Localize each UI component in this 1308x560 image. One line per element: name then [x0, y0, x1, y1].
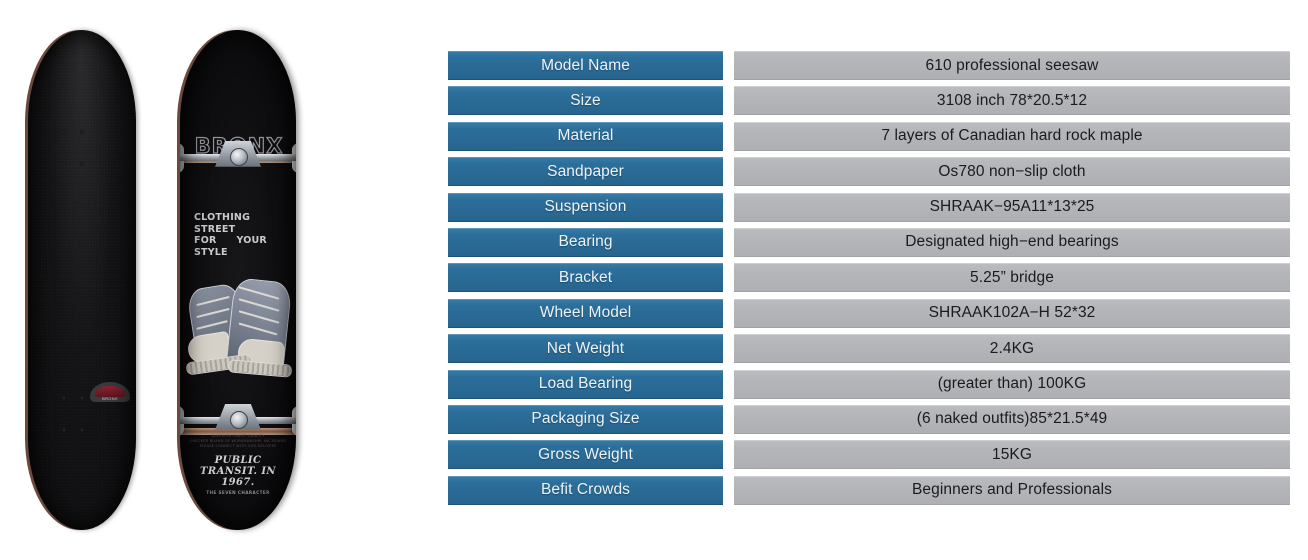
spec-value-cell: Beginners and Professionals — [734, 475, 1290, 505]
spec-value-cell: 610 professional seesaw — [734, 51, 1290, 80]
sneaker-illustration — [185, 277, 293, 390]
spec-column-gap — [723, 476, 734, 505]
mount-hole — [62, 396, 66, 400]
deck-veneer-stripe — [180, 428, 296, 435]
spec-value-cell: 2.4KG — [734, 334, 1290, 364]
spec-label-cell: Wheel Model — [448, 298, 723, 328]
spec-row: Material 7 layers of Canadian hard rock m… — [448, 121, 1290, 151]
spec-column-gap — [723, 228, 734, 257]
spec-column-gap — [723, 299, 734, 328]
griptape-texture — [28, 30, 136, 530]
spec-row: Sandpaper Os780 non−slip cloth — [448, 157, 1290, 187]
mount-hole — [80, 396, 84, 400]
griptape-brand-logo-icon: BRONX — [90, 382, 130, 402]
truck-kingpin — [230, 148, 248, 166]
truck-assembly-rear — [180, 398, 296, 444]
spec-row: Bracket 5.25” bridge — [448, 263, 1290, 293]
spec-label-cell: Suspension — [448, 192, 723, 222]
deck-transit-subtitle: THE SEVEN CHARACTER — [206, 489, 270, 495]
spec-label-cell: Bearing — [448, 227, 723, 257]
deck-fine-print-line2: CHECKER BOARD OF WORKMANSHIP, INC.BOARD — [189, 439, 287, 444]
deck-tagline-for: FOR — [194, 235, 217, 246]
truck-assembly-front — [180, 135, 296, 181]
spec-label-cell: Model Name — [448, 51, 723, 80]
spec-column-gap — [723, 51, 734, 80]
spec-value-cell: 7 layers of Canadian hard rock maple — [734, 121, 1290, 151]
spec-row: Befit Crowds Beginners and Professionals — [448, 475, 1290, 505]
spec-label-cell: Befit Crowds — [448, 475, 723, 505]
spec-column-gap — [723, 440, 734, 469]
deck-fine-print-line1: SUPERIOR FINEST QUALITY — [211, 434, 265, 438]
spec-row: Suspension SHRAAK−95A11*13*25 — [448, 192, 1290, 222]
spec-value-cell: 3108 inch 78*20.5*12 — [734, 86, 1290, 116]
spec-value-cell: Designated high−end bearings — [734, 227, 1290, 257]
deck-transit-graphic: SUPERIOR FINEST QUALITY CHECKER BOARD OF… — [186, 434, 290, 495]
spec-column-gap — [723, 334, 734, 363]
deck-tagline-line1: CLOTHING STREET — [194, 212, 251, 235]
spec-label-cell: Sandpaper — [448, 157, 723, 187]
deck-fine-print-line3: PLEASE CONNECT WITH OUR DELIVERY — [199, 444, 277, 449]
mount-hole — [80, 428, 84, 432]
spec-row: Size 3108 inch 78*20.5*12 — [448, 86, 1290, 116]
mount-hole — [80, 130, 84, 134]
skateboard-griptape-view: BRONX — [28, 30, 136, 530]
spec-value-cell: (6 naked outfits)85*21.5*49 — [734, 404, 1290, 434]
mount-hole — [62, 428, 66, 432]
deck-tagline-line2: FOR YOUR — [194, 235, 290, 247]
spec-column-gap — [723, 370, 734, 399]
spec-label-cell: Material — [448, 121, 723, 151]
spec-value-cell: 15KG — [734, 440, 1290, 470]
spec-label-cell: Packaging Size — [448, 404, 723, 434]
spec-column-gap — [723, 157, 734, 186]
spec-value-cell: SHRAAK−95A11*13*25 — [734, 192, 1290, 222]
truck-kingpin — [230, 411, 248, 429]
spec-value-cell: (greater than) 100KG — [734, 369, 1290, 399]
mount-hole — [80, 162, 84, 166]
deck-tagline-your: YOUR — [236, 235, 267, 246]
deck-tagline-line3: STYLE — [194, 246, 228, 258]
griptape-logo-text: BRONX — [102, 396, 118, 401]
spec-label-cell: Gross Weight — [448, 440, 723, 470]
spec-row: Gross Weight 15KG — [448, 440, 1290, 470]
spec-column-gap — [723, 193, 734, 222]
spec-column-gap — [723, 405, 734, 434]
mount-hole — [62, 130, 66, 134]
spec-row: Bearing Designated high−end bearings — [448, 227, 1290, 257]
spec-value-cell: Os780 non−slip cloth — [734, 157, 1290, 187]
spec-column-gap — [723, 86, 734, 115]
specification-table: Model Name 610 professional seesaw Size 310… — [448, 51, 1290, 511]
spec-value-cell: 5.25” bridge — [734, 263, 1290, 293]
spec-value-cell: SHRAAK102A−H 52*32 — [734, 298, 1290, 328]
spec-label-cell: Size — [448, 86, 723, 116]
spec-row: Wheel Model SHRAAK102A−H 52*32 — [448, 298, 1290, 328]
spec-column-gap — [723, 122, 734, 151]
mount-hole — [62, 162, 66, 166]
spec-label-cell: Bracket — [448, 263, 723, 293]
spec-row: Packaging Size (6 naked outfits)85*21.5*4… — [448, 404, 1290, 434]
spec-row: Model Name 610 professional seesaw — [448, 51, 1290, 80]
deck-transit-title: PUBLIC TRANSIT. IN 1967. — [200, 454, 276, 488]
deck-tagline: CLOTHING STREET FOR YOUR STYLE — [194, 212, 290, 258]
spec-row: Load Bearing (greater than) 100KG — [448, 369, 1290, 399]
spec-label-cell: Load Bearing — [448, 369, 723, 399]
spec-label-cell: Net Weight — [448, 334, 723, 364]
spec-column-gap — [723, 263, 734, 292]
griptape-logo-shield — [95, 386, 125, 397]
spec-row: Net Weight 2.4KG — [448, 334, 1290, 364]
